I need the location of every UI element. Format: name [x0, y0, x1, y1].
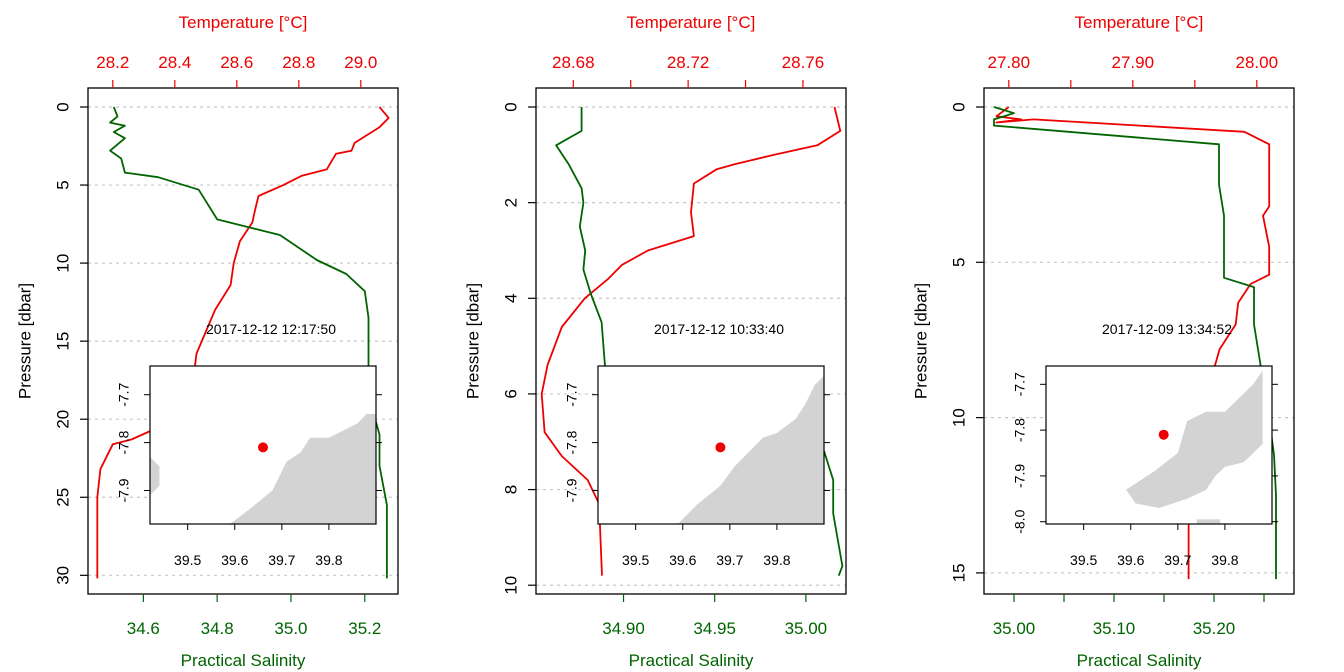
- temperature-tick-label: 28.2: [96, 53, 129, 72]
- pressure-tick-label: 0: [949, 102, 968, 111]
- pressure-tick-label: 20: [53, 410, 72, 429]
- salinity-tick-label: 35.2: [348, 619, 381, 638]
- latitude-tick-label: -7.8: [1012, 418, 1028, 442]
- salinity-tick-label: 35.00: [993, 619, 1036, 638]
- longitude-tick-label: 39.8: [315, 552, 342, 568]
- longitude-tick-label: 39.7: [268, 552, 295, 568]
- station-marker: [715, 442, 726, 453]
- salinity-tick-label: 35.0: [274, 619, 307, 638]
- pressure-tick-label: 4: [501, 294, 520, 303]
- plot-frame: [983, 87, 1295, 595]
- pressure-axis-label: Pressure [dbar]: [911, 283, 930, 399]
- longitude-tick-label: 39.6: [669, 552, 696, 568]
- temperature-tick-label: 28.00: [1236, 53, 1279, 72]
- longitude-tick-label: 39.7: [716, 552, 743, 568]
- pressure-tick-label: 0: [53, 102, 72, 111]
- pressure-tick-label: 10: [53, 254, 72, 273]
- plot-frame: [535, 87, 847, 595]
- temperature-axis-label: Temperature [°C]: [627, 13, 756, 32]
- temperature-tick-label: 27.80: [988, 53, 1031, 72]
- pressure-tick-label: 0: [501, 102, 520, 111]
- longitude-tick-label: 39.7: [1164, 552, 1191, 568]
- salinity-tick-label: 34.6: [127, 619, 160, 638]
- longitude-tick-label: 39.6: [1117, 552, 1144, 568]
- cast-timestamp: 2017-12-12 10:33:40: [654, 321, 784, 337]
- cast-timestamp: 2017-12-09 13:34:52: [1102, 321, 1232, 337]
- pressure-tick-label: 5: [53, 180, 72, 189]
- temperature-tick-label: 28.8: [282, 53, 315, 72]
- inset-frame: [149, 365, 377, 525]
- pressure-tick-label: 10: [949, 408, 968, 427]
- pressure-tick-label: 2: [501, 198, 520, 207]
- latitude-tick-label: -8.0: [1012, 509, 1028, 533]
- salinity-tick-label: 34.90: [602, 619, 645, 638]
- longitude-tick-label: 39.8: [763, 552, 790, 568]
- location-inset-map: 39.5 39.6 39.7 39.8 -7.7 -7.8 -7.9: [564, 365, 830, 568]
- pressure-tick-label: 10: [501, 576, 520, 595]
- ctd-panel-3: 0 5 10 15 Pressure [dbar] 27.80 27.90 28.00 Temp…: [911, 13, 1295, 670]
- temperature-profile-line: [540, 106, 842, 576]
- longitude-tick-label: 39.5: [1070, 552, 1097, 568]
- longitude-tick-label: 39.8: [1211, 552, 1238, 568]
- station-marker: [258, 442, 268, 453]
- temperature-tick-label: 29.0: [344, 53, 377, 72]
- location-inset-map: 39.5 39.6 39.7 39.8 -7.7 -7.8 -7.9 -8.0: [1012, 365, 1278, 568]
- land-shape: [1126, 370, 1263, 508]
- location-inset-map: 39.5 39.6 39.7 39.8 -7.7 -7.8 -7.9: [116, 365, 382, 568]
- pressure-tick-label: 30: [53, 566, 72, 585]
- salinity-tick-label: 35.20: [1193, 619, 1236, 638]
- longitude-tick-label: 39.5: [622, 552, 649, 568]
- ctd-panel-1: 0 5 10 15 20 25 30 Pressure [dbar] 28.2 28.4 28.6 2…: [15, 13, 399, 670]
- salinity-axis-label: Practical Salinity: [181, 651, 306, 670]
- latitude-tick-label: -7.8: [116, 430, 132, 454]
- temperature-tick-label: 28.4: [158, 53, 191, 72]
- latitude-tick-label: -7.7: [564, 382, 580, 406]
- longitude-tick-label: 39.6: [221, 552, 248, 568]
- temperature-tick-label: 28.6: [220, 53, 253, 72]
- inset-frame: [597, 365, 825, 525]
- temperature-tick-label: 28.72: [667, 53, 710, 72]
- pressure-tick-label: 8: [501, 485, 520, 494]
- land-shape: [678, 375, 824, 524]
- land-shape: [1196, 519, 1221, 524]
- pressure-tick-label: 6: [501, 389, 520, 398]
- station-marker: [1158, 429, 1169, 440]
- temperature-tick-label: 27.90: [1112, 53, 1155, 72]
- temperature-tick-label: 28.68: [552, 53, 595, 72]
- salinity-tick-label: 34.95: [693, 619, 736, 638]
- latitude-tick-label: -7.7: [1012, 372, 1028, 396]
- temperature-profile-line: [96, 106, 390, 579]
- latitude-tick-label: -7.9: [116, 478, 132, 502]
- salinity-tick-label: 35.00: [785, 619, 828, 638]
- latitude-tick-label: -7.9: [1012, 464, 1028, 488]
- temperature-axis-label: Temperature [°C]: [1075, 13, 1204, 32]
- pressure-tick-label: 25: [53, 488, 72, 507]
- land-shape: [230, 413, 376, 524]
- land-shape: [150, 457, 160, 496]
- temperature-tick-label: 28.76: [782, 53, 825, 72]
- salinity-profile-line: [555, 107, 844, 577]
- pressure-tick-label: 5: [949, 258, 968, 267]
- temperature-axis-label: Temperature [°C]: [179, 13, 308, 32]
- salinity-axis-label: Practical Salinity: [629, 651, 754, 670]
- pressure-tick-label: 15: [53, 332, 72, 351]
- latitude-tick-label: -7.9: [564, 478, 580, 502]
- salinity-tick-label: 34.8: [201, 619, 234, 638]
- inset-frame: [1045, 365, 1273, 525]
- salinity-tick-label: 35.10: [1093, 619, 1136, 638]
- latitude-tick-label: -7.7: [116, 382, 132, 406]
- latitude-tick-label: -7.8: [564, 430, 580, 454]
- pressure-axis-label: Pressure [dbar]: [463, 283, 482, 399]
- cast-timestamp: 2017-12-12 12:17:50: [206, 321, 336, 337]
- longitude-tick-label: 39.5: [174, 552, 201, 568]
- pressure-axis-label: Pressure [dbar]: [15, 283, 34, 399]
- pressure-tick-label: 15: [949, 563, 968, 582]
- ctd-panel-2: 0 2 4 6 8 10 Pressure [dbar] 28.68 28.72 28.76 Tem…: [463, 13, 847, 670]
- salinity-axis-label: Practical Salinity: [1077, 651, 1202, 670]
